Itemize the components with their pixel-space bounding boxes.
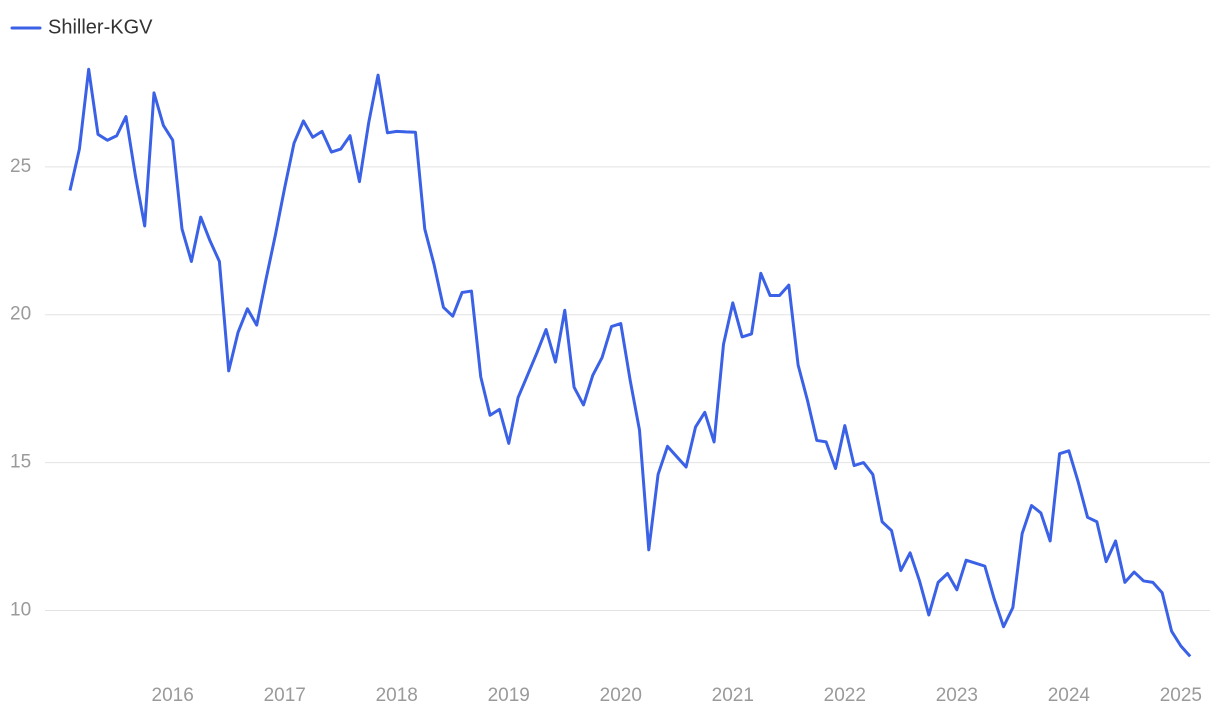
x-tick-label: 2023	[936, 685, 978, 706]
x-tick-label: 2019	[488, 685, 530, 706]
legend-label: Shiller-KGV	[48, 16, 153, 38]
x-tick-label: 2024	[1048, 685, 1091, 706]
y-tick-label: 20	[10, 304, 31, 325]
x-tick-label: 2022	[824, 685, 866, 706]
y-tick-label: 25	[10, 156, 31, 177]
x-tick-label: 2025	[1160, 685, 1202, 706]
x-tick-label: 2020	[600, 685, 642, 706]
x-tick-label: 2016	[152, 685, 194, 706]
x-tick-label: 2018	[376, 685, 418, 706]
y-tick-label: 15	[10, 452, 31, 473]
data-line	[68, 67, 1192, 658]
x-tick-label: 2017	[264, 685, 306, 706]
x-tick-label: 2021	[712, 685, 754, 706]
y-tick-label: 10	[10, 600, 31, 621]
